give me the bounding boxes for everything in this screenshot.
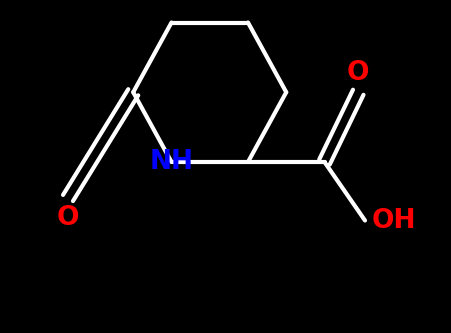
Text: O: O	[57, 205, 79, 231]
Text: O: O	[347, 60, 369, 86]
Text: NH: NH	[149, 149, 193, 175]
Text: OH: OH	[372, 207, 416, 233]
